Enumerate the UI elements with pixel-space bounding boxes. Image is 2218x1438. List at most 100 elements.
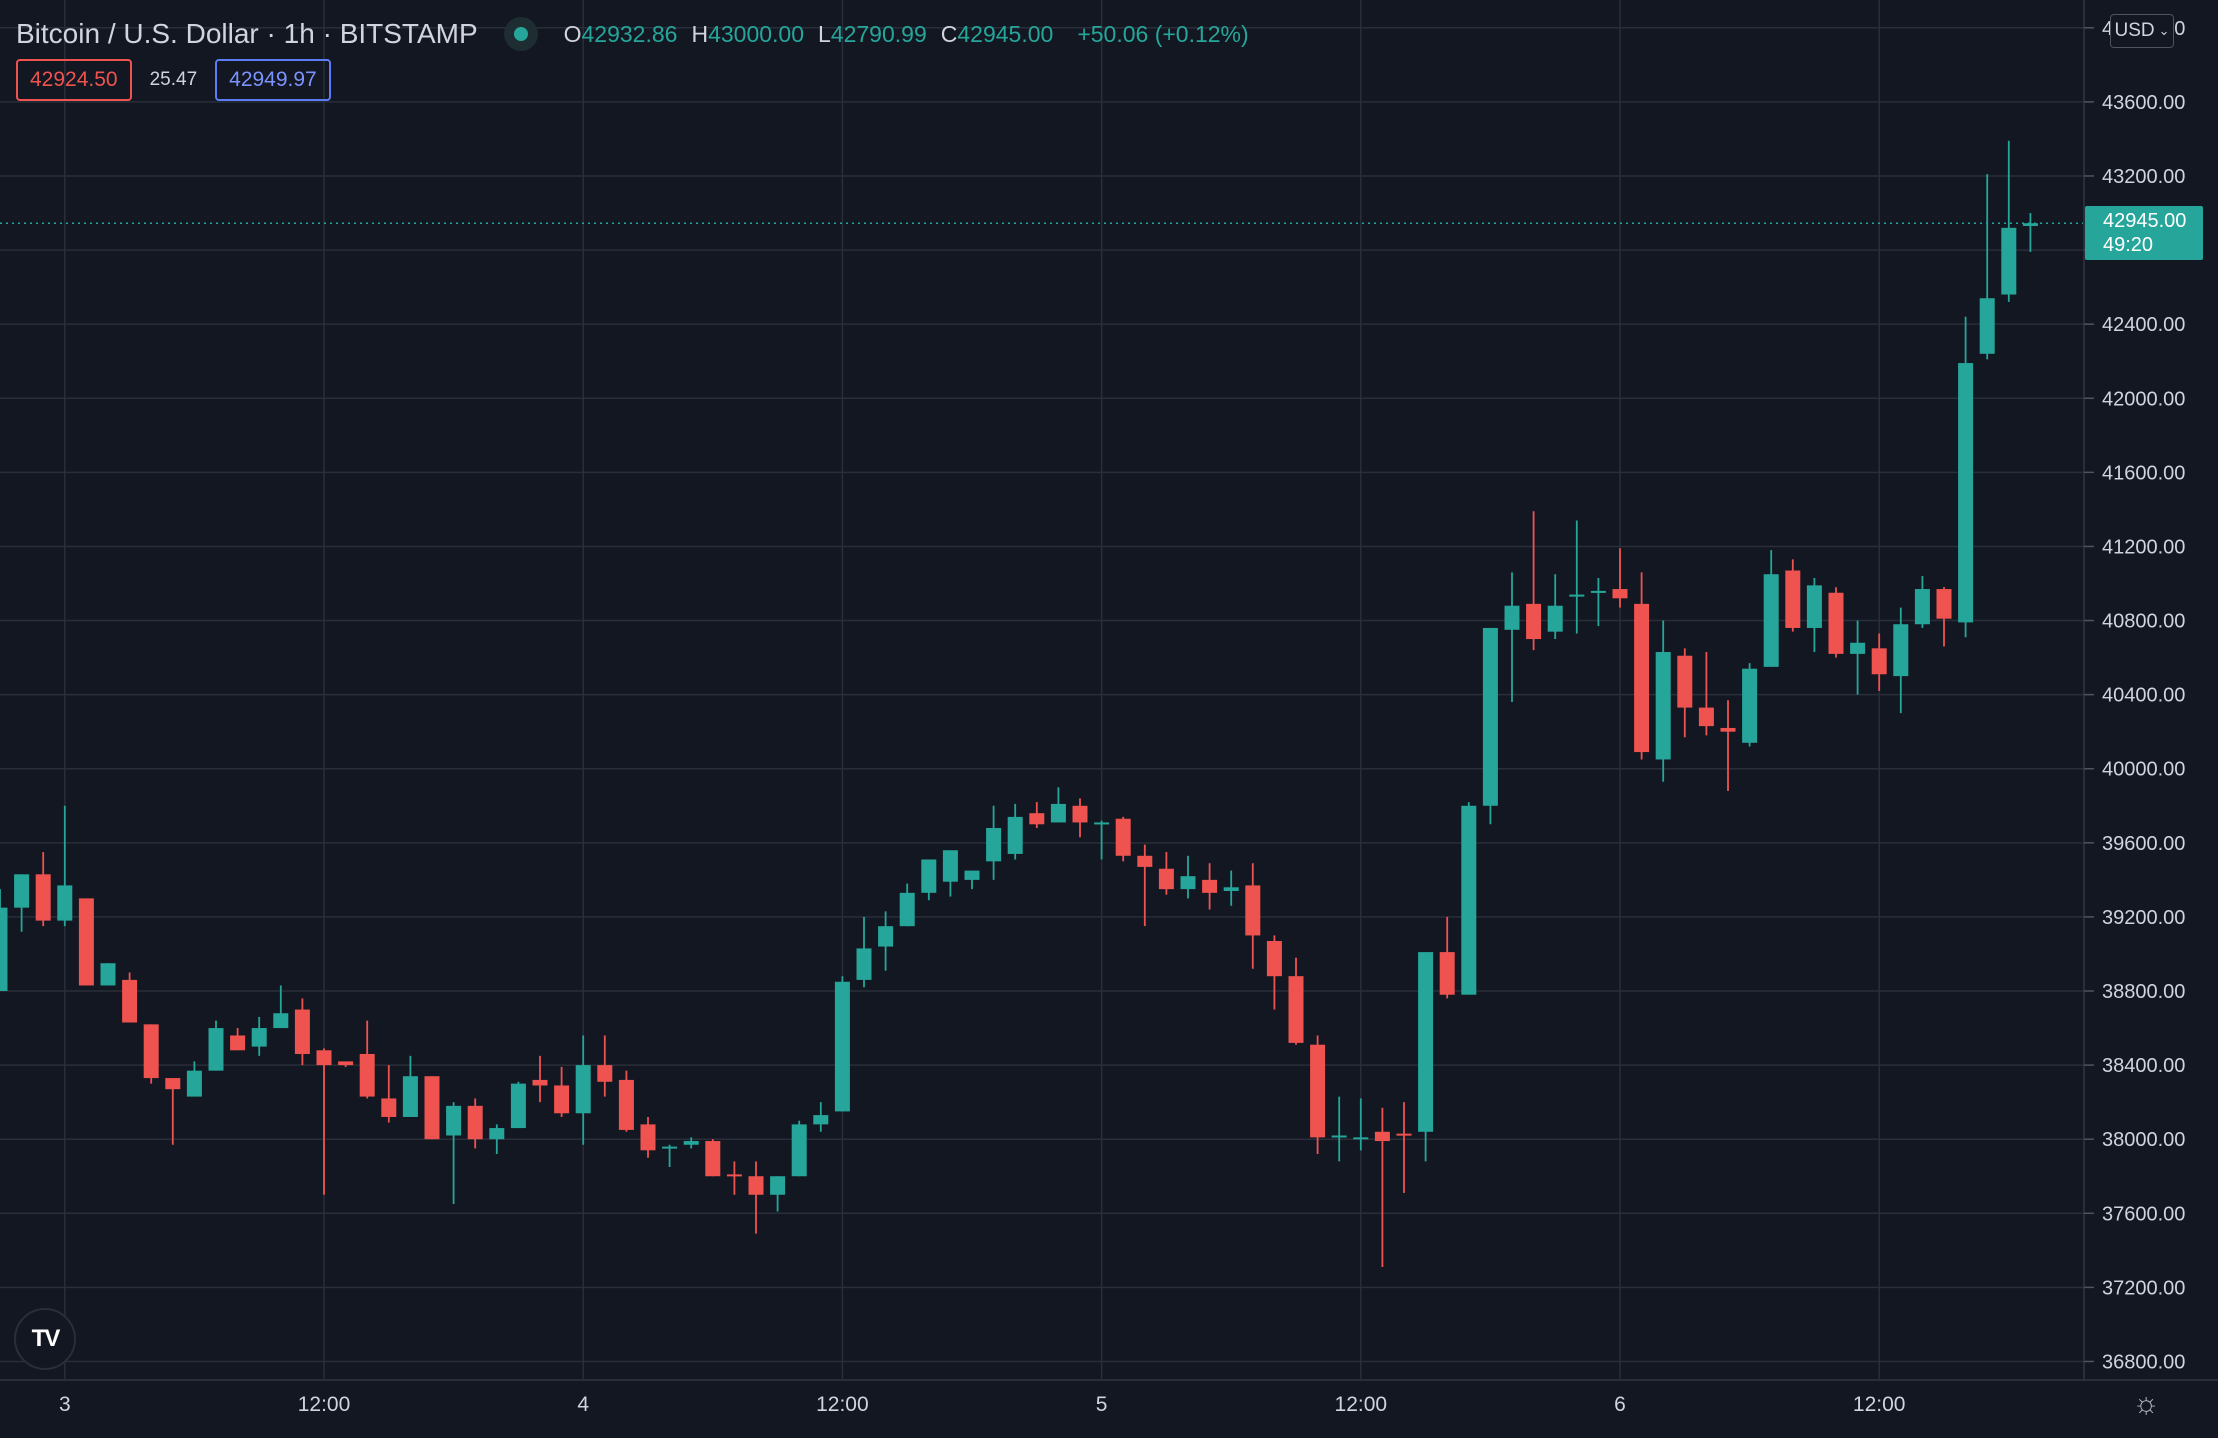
- candle-up: [921, 859, 937, 901]
- candle-up: [1958, 316, 1974, 638]
- candle-body: [1137, 855, 1153, 867]
- candle-up: [208, 1020, 224, 1071]
- change-value: +50.06 (+0.12%): [1077, 20, 1249, 47]
- candle-down: [1698, 652, 1714, 736]
- symbol-title[interactable]: Bitcoin / U.S. Dollar: [16, 18, 259, 49]
- candle-down: [748, 1161, 764, 1234]
- candle-body: [1245, 885, 1261, 936]
- candle-down: [143, 1024, 159, 1084]
- candle-down: [1288, 957, 1304, 1045]
- candle-body: [899, 892, 915, 927]
- candle-down: [532, 1055, 548, 1103]
- candle-body: [1202, 879, 1218, 893]
- candle-down: [1871, 633, 1887, 691]
- candle-body: [1115, 818, 1131, 856]
- chevron-down-icon: ⌄: [2158, 23, 2170, 38]
- candle-body: [1806, 585, 1822, 628]
- candle-body: [424, 1076, 440, 1140]
- price-tick-label: 36800.00: [2102, 1351, 2185, 1373]
- candle-up: [1914, 576, 1930, 628]
- candle-body: [1871, 648, 1887, 675]
- candle-body: [402, 1076, 418, 1117]
- currency-selector[interactable]: USD ⌄: [2110, 14, 2174, 48]
- candle-down: [1266, 935, 1282, 1010]
- candle-body: [1310, 1044, 1326, 1138]
- low-label: L: [818, 20, 831, 47]
- candle-down: [294, 998, 310, 1066]
- buy-button[interactable]: 42949.97: [215, 59, 331, 101]
- tradingview-logo-icon[interactable]: TV: [14, 1308, 76, 1370]
- candle-body: [964, 870, 980, 880]
- candle-body: [1590, 590, 1606, 593]
- candle-down: [1677, 648, 1693, 738]
- candle-up: [1979, 174, 1995, 360]
- candle-body: [662, 1146, 678, 1149]
- candle-body: [446, 1105, 462, 1136]
- candle-body: [1936, 589, 1952, 619]
- candle-down: [1245, 863, 1261, 969]
- candle-down: [640, 1116, 656, 1158]
- candle-down: [467, 1098, 483, 1149]
- candle-up: [14, 874, 30, 932]
- candle-body: [748, 1176, 764, 1195]
- candle-down: [424, 1076, 440, 1140]
- market-open-dot-icon: [513, 27, 528, 41]
- candle-up: [1418, 952, 1434, 1162]
- candle-up: [1482, 627, 1498, 825]
- candle-down: [230, 1028, 246, 1051]
- price-tick-label: 37600.00: [2102, 1203, 2185, 1225]
- candle-body: [1893, 624, 1909, 677]
- candle-body: [1094, 822, 1110, 825]
- price-tick-label: 39200.00: [2102, 907, 2185, 929]
- candle-body: [770, 1176, 786, 1195]
- candle-body: [683, 1141, 699, 1145]
- candle-down: [1072, 798, 1088, 838]
- candle-body: [1677, 655, 1693, 708]
- market-status-indicator[interactable]: [503, 17, 538, 51]
- candle-body: [1655, 652, 1671, 760]
- candle-down: [78, 898, 94, 986]
- candle-down: [1634, 572, 1650, 760]
- candle-body: [640, 1124, 656, 1151]
- candle-body: [1569, 594, 1585, 597]
- time-tick-label: 12:00: [816, 1393, 869, 1416]
- candle-down: [1115, 816, 1131, 862]
- candle-down: [1785, 559, 1801, 632]
- candle-body: [942, 850, 958, 882]
- candle-body: [316, 1050, 332, 1066]
- time-tick-label: 4: [577, 1393, 589, 1416]
- gear-icon[interactable]: ☼: [2132, 1387, 2160, 1420]
- price-tick-label: 40000.00: [2102, 759, 2185, 781]
- candle-up: [1763, 550, 1779, 667]
- candle-down: [1029, 802, 1045, 828]
- candle-down: [1137, 844, 1153, 927]
- candle-body: [381, 1098, 397, 1117]
- legend-separator: ·: [314, 18, 340, 49]
- candle-up: [1331, 1096, 1347, 1162]
- candle-down: [1936, 587, 1952, 647]
- candle-down: [705, 1139, 721, 1177]
- candle-body: [510, 1083, 526, 1129]
- candle-up: [57, 805, 73, 927]
- candle-body: [1072, 805, 1088, 823]
- candle-down: [316, 1048, 332, 1195]
- candle-body: [230, 1035, 246, 1051]
- candle-down: [359, 1020, 375, 1099]
- legend-separator: ·: [258, 18, 284, 49]
- interval-label[interactable]: 1h: [283, 18, 315, 49]
- candle-body: [1634, 603, 1650, 753]
- candle-body: [1439, 952, 1455, 995]
- candle-up: [1353, 1098, 1369, 1151]
- candle-down: [338, 1061, 354, 1067]
- candle-up: [489, 1124, 505, 1155]
- sell-button[interactable]: 42924.50: [16, 59, 132, 101]
- candle-up: [1850, 620, 1866, 695]
- candle-down: [381, 1065, 397, 1123]
- candle-up: [1461, 802, 1477, 995]
- candle-down: [726, 1161, 742, 1195]
- candle-down: [1158, 852, 1174, 895]
- candle-body: [1698, 707, 1714, 727]
- candle-body: [186, 1070, 202, 1097]
